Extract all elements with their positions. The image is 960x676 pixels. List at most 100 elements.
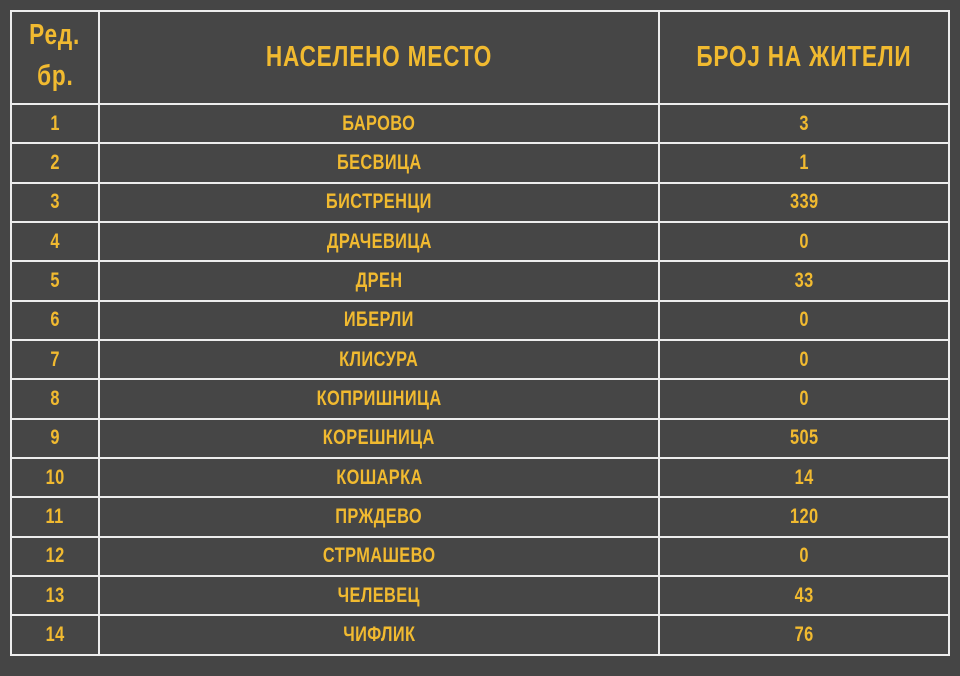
table-row: 13 ЧЕЛЕВЕЦ 43 [10,575,950,617]
row-number-cell: 3 [10,181,100,224]
row-number-cell: 9 [10,417,100,460]
row-number-cell: 13 [10,575,100,617]
settlement-name: КОРЕШНИЦА [323,426,435,450]
population-value: 43 [794,583,814,607]
table-row: 2 БЕСВИЦА 1 [10,142,950,184]
population-cell: 43 [658,575,950,617]
header-row-number-line2: бр. [36,59,74,92]
row-number-value: 13 [45,583,65,607]
header-population: БРОЈ НА ЖИТЕЛИ [658,10,950,105]
settlement-name: ЧИФЛИК [342,623,416,647]
settlement-cell: КЛИСУРА [98,339,660,381]
row-number-cell: 11 [10,496,100,538]
population-cell: 33 [658,260,950,302]
row-number-value: 14 [45,623,65,647]
settlement-cell: ЧИФЛИК [98,614,660,656]
row-number-value: 9 [50,426,60,450]
population-value: 33 [794,269,814,293]
population-value: 339 [789,190,819,214]
population-value: 3 [799,111,809,135]
population-cell: 0 [658,339,950,381]
row-number-value: 8 [50,387,60,411]
row-number-value: 3 [50,190,60,214]
row-number-value: 10 [45,465,65,489]
table-row: 10 КОШАРКА 14 [10,457,950,499]
population-cell: 0 [658,299,950,342]
header-row: Ред. бр. НАСЕЛЕНО МЕСТО БРОЈ НА ЖИТЕЛИ [10,10,950,105]
settlement-name: ПРЖДЕВО [335,505,423,529]
table-row: 14 ЧИФЛИК 76 [10,614,950,656]
population-cell: 14 [658,457,950,499]
table-body: 1 БАРОВО 3 2 БЕСВИЦА 1 3 БИСТРЕНЦИ 339 4… [10,102,950,656]
population-value: 0 [799,544,809,568]
settlement-cell: КОПРИШНИЦА [98,378,660,420]
settlement-name: СТРМАШЕВО [322,544,436,568]
table-header: Ред. бр. НАСЕЛЕНО МЕСТО БРОЈ НА ЖИТЕЛИ [10,10,950,105]
settlement-cell: КОРЕШНИЦА [98,417,660,460]
header-row-number: Ред. бр. [10,10,100,105]
population-cell: 76 [658,614,950,656]
settlement-cell: СТРМАШЕВО [98,535,660,578]
settlement-name: БЕСВИЦА [336,151,422,175]
row-number-cell: 14 [10,614,100,656]
population-cell: 505 [658,417,950,460]
population-value: 0 [799,347,809,371]
settlement-cell: БЕСВИЦА [98,142,660,184]
population-table: Ред. бр. НАСЕЛЕНО МЕСТО БРОЈ НА ЖИТЕЛИ 1… [10,10,950,656]
population-value: 120 [789,505,819,529]
table-row: 12 СТРМАШЕВО 0 [10,535,950,578]
row-number-value: 6 [50,308,60,332]
header-settlement: НАСЕЛЕНО МЕСТО [98,10,660,105]
settlement-name: ЧЕЛЕВЕЦ [337,583,421,607]
row-number-value: 4 [50,229,60,253]
table-row: 1 БАРОВО 3 [10,102,950,145]
settlement-cell: ДРАЧЕВИЦА [98,221,660,263]
settlement-name: КЛИСУРА [339,347,419,371]
row-number-cell: 4 [10,221,100,263]
table-row: 11 ПРЖДЕВО 120 [10,496,950,538]
row-number-cell: 8 [10,378,100,420]
row-number-value: 12 [45,544,65,568]
row-number-value: 5 [50,269,60,293]
row-number-value: 2 [50,151,60,175]
table-row: 8 КОПРИШНИЦА 0 [10,378,950,420]
population-value: 76 [794,623,814,647]
row-number-cell: 5 [10,260,100,302]
population-cell: 0 [658,221,950,263]
settlement-cell: БАРОВО [98,102,660,145]
settlement-name: БАРОВО [342,111,416,135]
row-number-value: 11 [45,505,65,529]
settlement-cell: КОШАРКА [98,457,660,499]
row-number-cell: 1 [10,102,100,145]
row-number-cell: 2 [10,142,100,184]
table-row: 4 ДРАЧЕВИЦА 0 [10,221,950,263]
header-row-number-line1: Ред. [29,18,81,51]
row-number-cell: 12 [10,535,100,578]
settlement-cell: ПРЖДЕВО [98,496,660,538]
settlement-name: БИСТРЕНЦИ [326,190,432,214]
settlement-cell: ИБЕРЛИ [98,299,660,342]
settlement-cell: ЧЕЛЕВЕЦ [98,575,660,617]
population-cell: 1 [658,142,950,184]
settlement-name: ДРАЧЕВИЦА [326,229,432,253]
population-value: 14 [794,465,814,489]
row-number-cell: 10 [10,457,100,499]
table-row: 9 КОРЕШНИЦА 505 [10,417,950,460]
population-value: 1 [799,151,809,175]
table-row: 7 КЛИСУРА 0 [10,339,950,381]
row-number-cell: 6 [10,299,100,342]
population-value: 0 [799,229,809,253]
population-value: 505 [789,426,819,450]
population-cell: 120 [658,496,950,538]
settlement-name: КОПРИШНИЦА [316,387,442,411]
population-cell: 339 [658,181,950,224]
settlement-cell: ДРЕН [98,260,660,302]
settlement-cell: БИСТРЕНЦИ [98,181,660,224]
table-row: 6 ИБЕРЛИ 0 [10,299,950,342]
population-cell: 0 [658,535,950,578]
settlement-name: КОШАРКА [335,465,423,489]
row-number-value: 7 [50,347,60,371]
table-row: 3 БИСТРЕНЦИ 339 [10,181,950,224]
row-number-value: 1 [50,111,60,135]
settlement-name: ИБЕРЛИ [344,308,414,332]
